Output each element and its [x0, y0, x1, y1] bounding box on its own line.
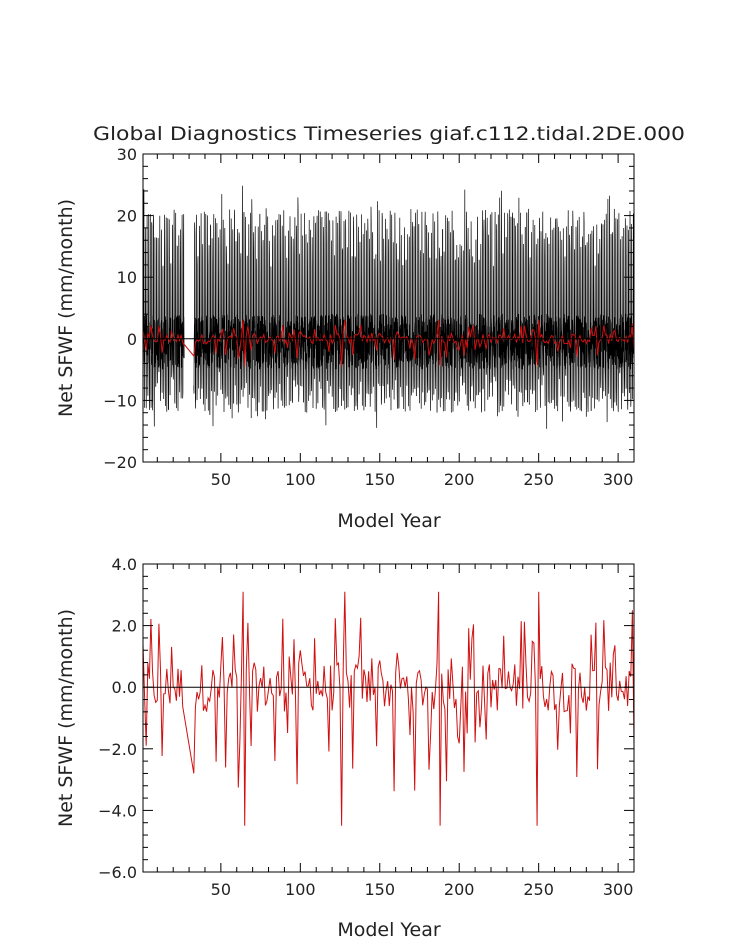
- y-tick-label: −20: [103, 453, 137, 472]
- y-tick-label: 0.0: [112, 678, 137, 697]
- bottom-y-axis-label: Net SFWF (mm/month): [55, 609, 77, 827]
- x-tick-label: 100: [285, 470, 316, 489]
- y-tick-label: 30: [117, 145, 137, 164]
- x-tick-label: 50: [211, 880, 231, 899]
- x-tick-label: 150: [364, 880, 395, 899]
- y-tick-label: 2.0: [112, 617, 137, 636]
- y-tick-label: 0: [127, 330, 137, 349]
- top-ticks-group: 50 100 150 200 250 300 −20 −10 0 10 20 30: [103, 145, 635, 489]
- y-tick-label: 4.0: [112, 555, 137, 574]
- monthly-series-line: [142, 189, 185, 427]
- x-tick-label: 200: [444, 880, 475, 899]
- x-tick-label: 250: [523, 470, 554, 489]
- x-tick-label: 50: [211, 470, 231, 489]
- y-tick-label: −4.0: [98, 801, 137, 820]
- top-series-group: [142, 185, 635, 429]
- bottom-plot-frame: [142, 563, 635, 873]
- top-x-axis-label: Model Year: [337, 510, 441, 532]
- bottom-x-axis-label: Model Year: [337, 919, 441, 941]
- y-tick-label: −2.0: [98, 740, 137, 759]
- x-tick-label: 150: [364, 470, 395, 489]
- top-y-axis-label: Net SFWF (mm/month): [55, 199, 77, 417]
- x-tick-label: 100: [285, 880, 316, 899]
- x-tick-label: 250: [523, 880, 554, 899]
- bottom-panel: 50 100 150 200 250 300 −6.0 −4.0 −2.0 0.0 2.0 4.0 M…: [55, 555, 635, 941]
- monthly-series-line: [193, 185, 635, 429]
- chart-title: Global Diagnostics Timeseries giaf.c112.…: [93, 123, 685, 145]
- bottom-series-group: [142, 591, 635, 826]
- y-tick-label: −10: [103, 391, 137, 410]
- annual-mean-series-line: [142, 319, 635, 367]
- y-tick-label: 10: [117, 268, 137, 287]
- y-tick-label: −6.0: [98, 863, 137, 882]
- x-tick-label: 300: [603, 880, 634, 899]
- top-panel: Global Diagnostics Timeseries giaf.c112.…: [55, 123, 685, 532]
- x-tick-label: 300: [603, 470, 634, 489]
- annual-mean-series-line: [142, 591, 635, 826]
- y-tick-label: 20: [117, 207, 137, 226]
- bottom-ticks-group: 50 100 150 200 250 300 −6.0 −4.0 −2.0 0.0 2.0 4.0: [98, 555, 635, 899]
- top-plot-frame: [142, 153, 635, 463]
- x-tick-label: 200: [444, 470, 475, 489]
